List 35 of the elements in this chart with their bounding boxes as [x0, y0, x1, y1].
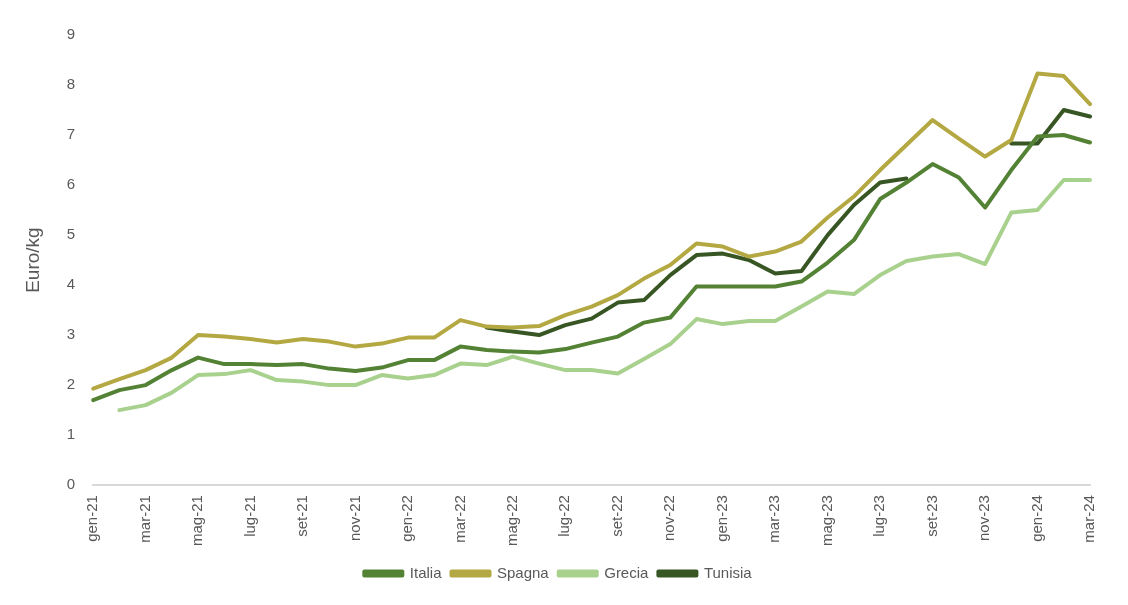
y-tick-label: 2	[66, 375, 76, 393]
x-tick-label: mar-24	[1080, 495, 1098, 543]
legend-label: Spagna	[497, 563, 550, 581]
x-tick-label: mar-21	[135, 495, 153, 543]
x-tick-label: set-23	[922, 495, 940, 537]
y-tick-label: 3	[66, 325, 76, 343]
x-tick-label: gen-24	[1027, 495, 1045, 542]
y-tick-label: 9	[66, 25, 76, 43]
legend-label: Tunisia	[703, 563, 753, 581]
legend-label: Italia	[409, 563, 443, 581]
y-tick-label: 7	[66, 125, 76, 143]
x-tick-label: gen-22	[398, 495, 416, 542]
x-tick-label: set-21	[293, 495, 311, 537]
x-tick-label: lug-23	[870, 495, 888, 537]
x-tick-label: lug-22	[555, 495, 573, 537]
legend-label: Grecia	[604, 563, 650, 581]
x-tick-label: mag-23	[817, 495, 835, 546]
x-tick-label: mar-23	[765, 495, 783, 543]
x-tick-label: gen-21	[83, 495, 101, 542]
x-tick-label: mar-22	[450, 495, 468, 543]
y-axis-title: Euro/kg	[21, 227, 43, 293]
x-tick-label: gen-23	[712, 495, 730, 542]
x-tick-label: set-22	[607, 495, 625, 537]
x-tick-label: mag-22	[503, 495, 521, 546]
y-tick-label: 8	[66, 75, 76, 93]
y-tick-label: 6	[66, 175, 76, 193]
y-tick-label: 4	[66, 275, 76, 293]
y-tick-label: 5	[66, 225, 76, 243]
x-tick-label: nov-21	[345, 495, 363, 542]
x-tick-label: lug-21	[240, 495, 258, 537]
y-tick-label: 0	[66, 475, 76, 493]
x-tick-label: nov-23	[975, 495, 993, 542]
x-tick-label: mag-21	[188, 495, 206, 546]
x-tick-label: nov-22	[660, 495, 678, 542]
y-tick-label: 1	[66, 425, 76, 443]
